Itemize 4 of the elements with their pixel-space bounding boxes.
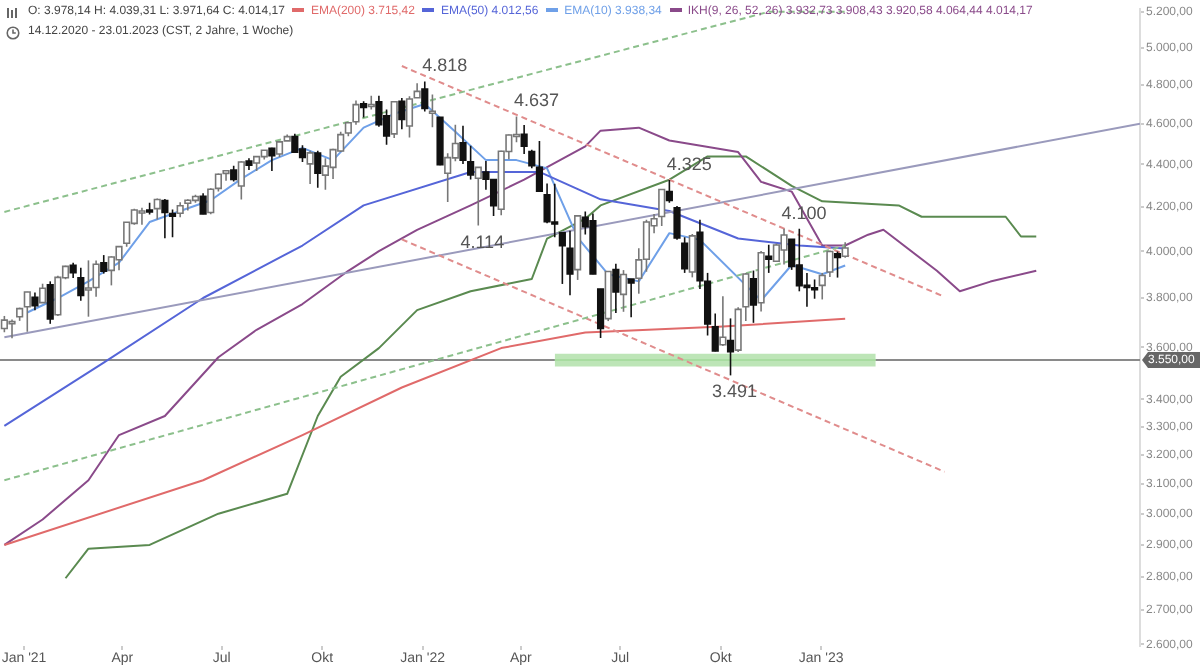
annotation: 4.818 bbox=[422, 55, 468, 76]
annotation: 3.491 bbox=[711, 381, 758, 402]
annotation: 4.114 bbox=[460, 231, 505, 252]
annotation: 4.637 bbox=[513, 90, 560, 111]
